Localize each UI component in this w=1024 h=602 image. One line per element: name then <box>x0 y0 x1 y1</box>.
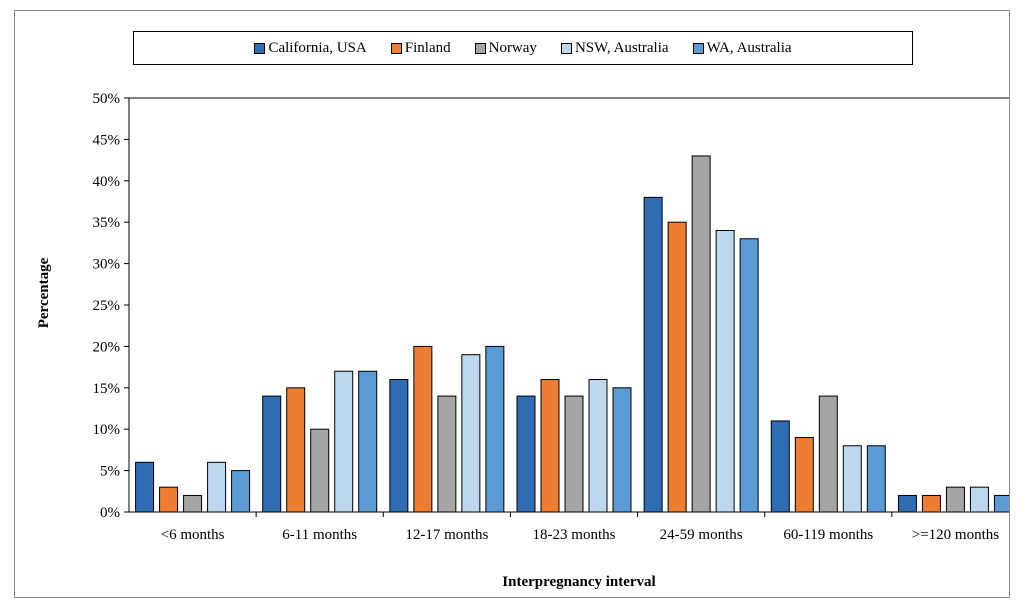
bar <box>437 395 457 513</box>
bar <box>993 494 1013 513</box>
bar <box>262 395 282 513</box>
bar <box>818 395 838 513</box>
x-tick-label: 12-17 months <box>405 527 488 543</box>
bar <box>739 238 759 513</box>
bar <box>207 461 227 513</box>
bar <box>485 345 505 513</box>
legend-swatch <box>474 42 486 54</box>
bar <box>842 445 862 513</box>
bar <box>612 387 632 513</box>
bar <box>794 436 814 513</box>
bar <box>286 387 306 513</box>
y-tick-label: 5% <box>100 464 120 480</box>
legend-label: Finland <box>404 39 451 56</box>
bar <box>358 370 378 513</box>
bar <box>921 494 941 513</box>
x-tick-label: <6 months <box>161 527 225 543</box>
y-tick-label: 50% <box>93 91 121 107</box>
x-axis-title: Interpregnancy interval <box>502 574 655 590</box>
bar <box>231 470 251 513</box>
y-tick-label: 45% <box>93 132 121 148</box>
bar <box>643 196 663 513</box>
bar <box>770 420 790 513</box>
y-tick-label: 30% <box>93 257 121 273</box>
bar <box>334 370 354 513</box>
legend-label: WA, Australia <box>706 39 792 56</box>
bar <box>715 229 735 513</box>
bar <box>667 221 687 513</box>
bar <box>945 486 965 513</box>
bar <box>564 395 584 513</box>
y-axis-title: Percentage <box>36 257 52 328</box>
x-tick-label: 24-59 months <box>660 527 743 543</box>
legend-item: Finland <box>390 39 451 57</box>
y-tick-label: 10% <box>93 422 121 438</box>
y-tick-label: 15% <box>93 381 121 397</box>
legend-item: Norway <box>474 39 537 57</box>
y-tick-label: 25% <box>93 298 121 314</box>
bar <box>389 379 409 513</box>
legend-label: Norway <box>488 39 537 56</box>
legend-item: WA, Australia <box>692 39 792 57</box>
legend-label: NSW, Australia <box>574 39 669 56</box>
legend-swatch <box>390 42 402 54</box>
x-tick-label: 6-11 months <box>282 527 357 543</box>
bar <box>588 379 608 513</box>
bar <box>413 345 433 513</box>
bar <box>183 494 203 513</box>
y-tick-label: 40% <box>93 174 121 190</box>
bar <box>159 486 179 513</box>
legend-swatch <box>560 42 572 54</box>
legend-label: California, USA <box>268 39 367 56</box>
bar <box>516 395 536 513</box>
y-tick-label: 35% <box>93 215 121 231</box>
legend-swatch <box>692 42 704 54</box>
legend-item: California, USA <box>254 39 367 57</box>
legend-item: NSW, Australia <box>560 39 669 57</box>
x-tick-label: >=120 months <box>912 527 1000 543</box>
bar <box>135 461 155 513</box>
bar <box>691 155 711 513</box>
y-tick-label: 20% <box>93 339 121 355</box>
bar <box>969 486 989 513</box>
x-tick-label: 18-23 months <box>533 527 616 543</box>
bar <box>866 445 886 513</box>
chart-frame: California, USA Finland Norway NSW, Austral… <box>14 10 1020 598</box>
bar <box>540 379 560 513</box>
bar-chart: 0% 5% 10% 15% 20% 25% 30% 35% 40% 45% 50% <6 months… <box>36 91 1020 590</box>
x-tick-label: 60-119 months <box>783 527 873 543</box>
bar <box>310 428 330 513</box>
y-tick-label: 0% <box>100 505 120 521</box>
legend: California, USA Finland Norway NSW, Austral… <box>133 31 913 65</box>
legend-swatch <box>254 42 266 54</box>
bar <box>461 354 481 513</box>
bar <box>897 494 917 513</box>
